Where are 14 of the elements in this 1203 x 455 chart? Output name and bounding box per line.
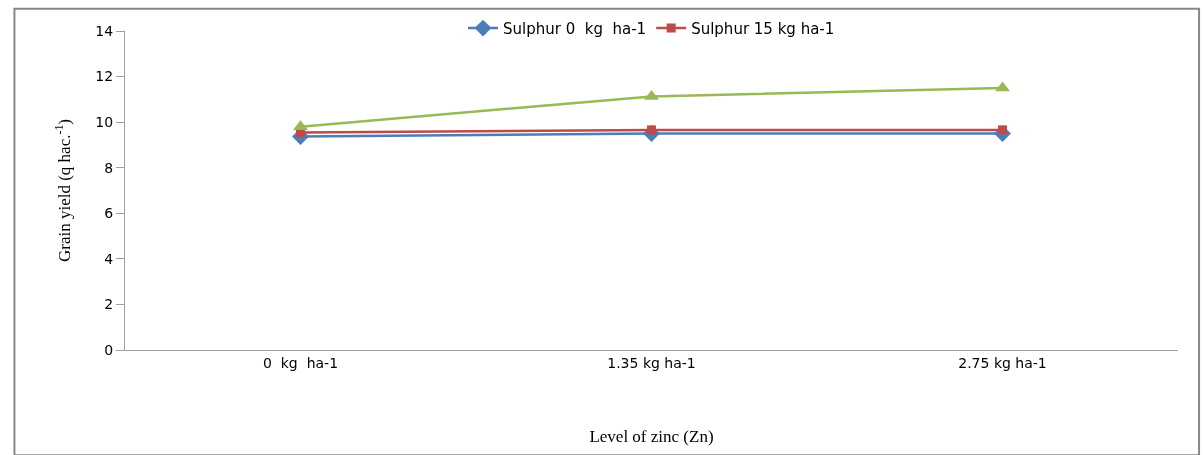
y-tick-label: 2 bbox=[104, 296, 114, 313]
y-tick-label: 6 bbox=[104, 205, 114, 222]
y-tick-label: 8 bbox=[104, 159, 114, 176]
y-tick-label: 12 bbox=[95, 68, 114, 85]
x-tick-label: 1.35 kg ha-1 bbox=[607, 354, 696, 371]
x-tick-label: 2.75 kg ha-1 bbox=[958, 354, 1047, 371]
legend-label: Sulphur 15 kg ha-1 bbox=[691, 19, 835, 38]
y-tick-label: 14 bbox=[95, 22, 114, 39]
x-tick-label: 0 kg ha-1 bbox=[262, 354, 339, 371]
x-axis-title: Level of zinc (Zn) bbox=[589, 427, 714, 447]
y-tick-label: 4 bbox=[104, 250, 114, 267]
y-tick-label: 0 bbox=[104, 341, 114, 358]
y-tick-label: 10 bbox=[95, 114, 114, 131]
legend-label: Sulphur 0 kg ha-1 bbox=[503, 19, 647, 38]
